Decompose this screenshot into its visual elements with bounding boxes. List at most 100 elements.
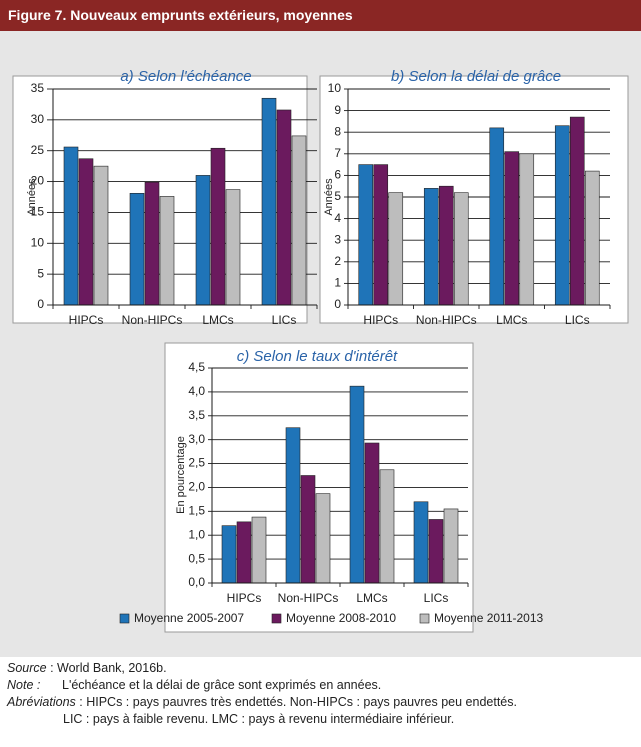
legend-swatch [271,613,282,624]
bar [78,158,94,306]
chart-title: c) Selon le taux d'intérêt [237,348,398,365]
y-tick-label: 6 [334,168,341,182]
bar [221,525,237,584]
y-tick-label: 5 [334,189,341,203]
source-text: : World Bank, 2016b. [46,661,167,675]
y-tick-label: 25 [31,143,45,157]
x-tick-label: LICs [424,591,449,605]
chart-panel: a) Selon l'échéance 0 5 10 15 20 25 30 35 Années H… [0,31,641,657]
bar [300,475,316,584]
bar [261,97,277,306]
bar [225,189,241,306]
source-label: Source [7,661,47,675]
y-tick-label: 5 [37,266,44,280]
x-tick-label: Non-HIPCs [278,591,339,605]
legend-swatch [419,613,430,624]
y-tick-label: 1,0 [188,527,205,541]
y-tick-label: 0 [334,297,341,311]
source-line: Source : World Bank, 2016b. [7,660,167,677]
bar [195,175,211,306]
bar [159,196,175,306]
y-tick-label: 9 [334,103,341,117]
bar [423,188,439,306]
abbreviations-text-2: LIC : pays à faible revenu. LMC : pays à… [63,712,455,726]
bar [63,146,79,306]
x-tick-label: LMCs [202,313,233,327]
y-axis-title: Années [26,178,38,216]
note-line: Note : [7,677,40,694]
y-tick-label: 0 [37,297,44,311]
bar [349,385,365,584]
bar [569,116,585,306]
y-tick-label: 2 [334,254,341,268]
note-text: L'échéance et la délai de grâce sont exp… [62,678,382,692]
y-tick-label: 4,0 [188,384,205,398]
chart-a: a) Selon l'échéance 0 5 10 15 20 25 30 35 Années H… [12,68,318,327]
bar [519,153,535,306]
y-tick-label: 10 [31,235,45,249]
x-tick-label: HIPCs [363,313,398,327]
y-tick-label: 4,5 [188,360,205,374]
chart-title: b) Selon la délai de grâce [391,68,561,85]
bar [584,170,600,306]
legend-label: Moyenne 2011-2013 [434,611,544,625]
legend-label: Moyenne 2008-2010 [286,611,396,625]
bar [251,516,267,584]
y-tick-label: 8 [334,124,341,138]
y-tick-label: 4 [334,211,341,225]
legend: Moyenne 2005-2007 Moyenne 2008-2010 Moyenn… [119,611,544,625]
bar [388,192,404,306]
y-tick-label: 0,5 [188,551,205,565]
y-tick-label: 35 [31,81,45,95]
bar [236,521,252,584]
x-tick-label: LICs [565,313,590,327]
bar [210,147,226,306]
y-tick-label: 10 [328,81,342,95]
bar [285,427,301,584]
bar [453,192,469,306]
bar [373,164,389,306]
y-tick-label: 3,0 [188,432,205,446]
y-tick-label: 2,0 [188,480,205,494]
bar [504,151,520,306]
y-tick-label: 20 [31,174,45,188]
x-tick-label: HIPCs [227,591,262,605]
y-tick-label: 3,5 [188,408,205,422]
abbreviations-label: Abréviations [7,695,76,709]
y-tick-label: 3 [334,232,341,246]
abbreviations-line-2: LIC : pays à faible revenu. LMC : pays à… [63,711,454,728]
x-tick-label: LMCs [496,313,527,327]
bar [144,181,160,306]
bar [93,165,109,306]
bar [364,442,380,584]
bar [276,109,292,306]
chart-b: b) Selon la délai de grâce 0 1 2 3 4 5 6 7 8 9 10 An… [319,68,629,327]
bar [129,192,145,306]
bar [443,508,459,584]
y-tick-label: 15 [31,205,45,219]
x-tick-label: LMCs [356,591,387,605]
bar [379,469,395,584]
chart-title: a) Selon l'échéance [120,68,251,85]
figure-header: Figure 7. Nouveaux emprunts extérieurs, … [0,0,641,31]
y-tick-label: 1 [334,276,341,290]
charts-svg: a) Selon l'échéance05101520253035AnnéesH… [12,68,629,633]
y-tick-label: 1,5 [188,504,205,518]
y-tick-label: 2,5 [188,456,205,470]
figure-title: Figure 7. Nouveaux emprunts extérieurs, … [8,7,353,23]
bar [428,519,444,584]
bar [413,501,429,584]
y-tick-label: 0,0 [188,575,205,589]
y-axis-title: En pourcentage [175,436,187,514]
chart-c: c) Selon le taux d'intérêt 0,0 0,5 1,0 1,5 2,… [164,342,474,633]
x-tick-label: Non-HIPCs [416,313,477,327]
legend-label: Moyenne 2005-2007 [134,611,244,625]
bar [291,135,307,306]
bar [438,185,454,306]
x-tick-label: Non-HIPCs [122,313,183,327]
legend-swatch [119,613,130,624]
bar [315,493,331,584]
y-axis-title: Années [323,178,335,216]
bar [554,125,570,306]
note-text-line: L'échéance et la délai de grâce sont exp… [62,677,381,694]
